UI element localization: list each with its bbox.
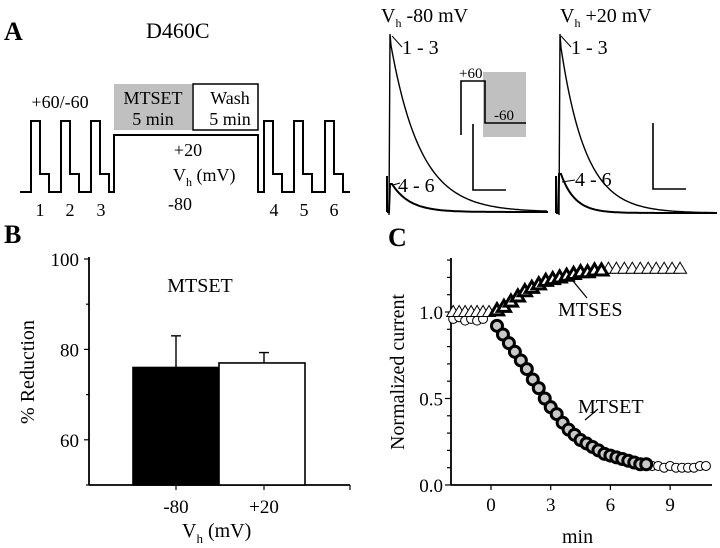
pulse-number: 3 <box>97 200 106 220</box>
y-tick-label: 0.0 <box>419 476 443 497</box>
inset-shaded-region <box>483 72 526 137</box>
panel-a-letter: A <box>4 17 23 46</box>
protocol-diagram: MTSET 5 min Wash 5 min +60/-60 +20 Vh (m… <box>20 83 350 220</box>
trace-label-1-3-right: 1 - 3 <box>571 37 608 59</box>
mtset-box-line2: 5 min <box>132 109 174 129</box>
y-axis-label: % Reduction <box>17 320 39 424</box>
hold-voltage-top: +20 <box>174 140 202 160</box>
label-pointer <box>561 179 576 183</box>
bar <box>132 366 220 486</box>
panel-b-letter: B <box>4 220 21 249</box>
panel-c-letter: C <box>388 223 407 252</box>
mtset-box-line1: MTSET <box>123 88 182 108</box>
mtset-treated-point <box>531 381 546 396</box>
construct-label: D460C <box>146 18 210 43</box>
hold-voltage-bottom: -80 <box>168 194 192 214</box>
x-axis-label: Vh (mV) <box>182 520 251 546</box>
label-pointer <box>391 35 403 48</box>
x-tick-label: 6 <box>606 495 616 516</box>
label-pointer <box>560 35 572 48</box>
mtses-treated-point <box>592 261 611 277</box>
pulse-number: 4 <box>270 200 279 220</box>
x-tick-label: 3 <box>546 495 556 516</box>
trace-before-vh-minus80 <box>388 33 548 216</box>
x-tick-label: +20 <box>249 497 279 518</box>
trace-title-vh-plus20: Vh +20 mV <box>560 5 652 30</box>
mtset-wash-point <box>700 460 711 471</box>
wash-box <box>192 83 259 131</box>
y-tick-label: 0.5 <box>419 390 443 411</box>
y-axis-label: Normalized current <box>387 294 409 450</box>
pulse-number: 1 <box>36 200 45 220</box>
scatter-chart: 0.0 0.5 1.0 0 3 6 9 min Normalized current MTSES M… <box>387 258 712 548</box>
chart-title: MTSET <box>167 275 233 297</box>
mtses-wash-point <box>672 261 688 274</box>
y-tick-label: 80 <box>60 340 79 361</box>
hold-axis-label: Vh (mV) <box>173 165 236 189</box>
pulse-amplitude-label: +60/-60 <box>31 92 88 112</box>
voltage-protocol-trace <box>20 120 350 193</box>
bar <box>218 362 306 486</box>
wash-box-line1: Wash <box>210 88 250 108</box>
current-traces: Vh -80 mV Vh +20 mV 1 - 3 4 - 6 1 - 3 4 … <box>381 5 717 216</box>
mtset-application-box <box>114 84 192 130</box>
x-tick-label: 9 <box>665 495 675 516</box>
trace-after-vh-plus20 <box>555 173 717 214</box>
wash-box-line2: 5 min <box>209 109 251 129</box>
trace-label-4-6-right: 4 - 6 <box>575 169 612 191</box>
pulse-number: 2 <box>66 200 75 220</box>
label-pointer <box>392 182 401 186</box>
inset-top-label: +60 <box>459 66 482 82</box>
mtset-treated-point <box>639 457 654 472</box>
inset-bottom-label: -60 <box>494 108 514 124</box>
y-tick-label: 60 <box>60 431 79 452</box>
trace-title-vh-minus80: Vh -80 mV <box>381 5 469 30</box>
pulse-number: 6 <box>330 200 339 220</box>
trace-after-vh-minus80 <box>386 176 548 213</box>
y-tick-label: 100 <box>51 250 80 271</box>
mtset-treated-point <box>519 362 534 377</box>
trace-label-4-6-left: 4 - 6 <box>398 175 435 197</box>
pulse-number: 5 <box>300 200 309 220</box>
x-tick-label: -80 <box>163 497 188 518</box>
mtses-annotation-pointer <box>572 280 588 299</box>
y-tick-label: 1.0 <box>419 303 443 324</box>
scale-bar-left <box>472 124 506 191</box>
mtses-annotation: MTSES <box>558 299 622 321</box>
mtset-annotation: MTSET <box>578 396 644 418</box>
inset-pulse-trace <box>460 80 526 135</box>
trace-label-1-3-left: 1 - 3 <box>402 37 439 59</box>
scale-bar-right <box>652 123 686 190</box>
mtset-annotation-pointer <box>584 408 599 421</box>
x-tick-label: 0 <box>486 495 496 516</box>
x-axis-label: min <box>562 526 593 548</box>
